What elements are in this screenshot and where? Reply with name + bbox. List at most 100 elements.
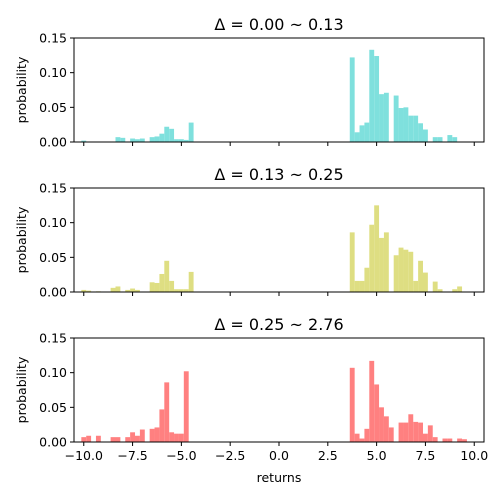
bar	[81, 289, 87, 292]
y-tick-label: 0.00	[39, 435, 67, 450]
bar	[432, 137, 438, 142]
x-tick-label: −5.0	[166, 448, 196, 463]
bar	[135, 435, 140, 442]
bar	[139, 138, 145, 142]
bar	[393, 255, 399, 292]
bar	[135, 139, 140, 142]
bar	[374, 205, 380, 292]
bar	[110, 287, 116, 292]
bar	[154, 282, 160, 292]
panel-title: Δ = 0.13 ~ 0.25	[214, 165, 343, 184]
bar	[369, 49, 375, 142]
bar	[398, 422, 404, 442]
panel-2: Δ = 0.13 ~ 0.25 0.00 0.05 0.10 0.15 probabili…	[14, 165, 485, 300]
bar	[354, 132, 360, 142]
bar	[149, 137, 155, 142]
bar	[159, 133, 165, 142]
bar	[359, 438, 365, 442]
bar	[413, 421, 419, 442]
panel-title: Δ = 0.00 ~ 0.13	[214, 15, 343, 34]
bar	[81, 140, 87, 142]
x-tick-label: 0.0	[269, 448, 289, 463]
panel-3: Δ = 0.25 ~ 2.76 0.00 0.05 0.10 0.15 probabili…	[14, 315, 488, 485]
bar	[188, 271, 194, 292]
bar	[149, 282, 155, 292]
bar	[139, 429, 145, 442]
bar	[418, 260, 423, 292]
bar	[442, 438, 448, 442]
bar	[452, 137, 458, 142]
x-tick-label: −10.0	[65, 448, 103, 463]
bar	[403, 422, 409, 442]
bar	[86, 435, 92, 442]
bar	[374, 56, 380, 142]
y-tick-label: 0.10	[39, 365, 67, 380]
bar	[379, 94, 384, 142]
bar	[349, 232, 355, 292]
bar	[422, 129, 428, 142]
bar	[403, 107, 409, 142]
bar	[422, 272, 428, 292]
x-tick-label: −2.5	[215, 448, 245, 463]
bar	[413, 280, 419, 292]
bar	[408, 115, 414, 142]
bar	[364, 428, 370, 442]
bar	[359, 125, 365, 142]
bar	[164, 126, 170, 142]
bar	[135, 289, 140, 292]
x-tick-label: 2.5	[318, 448, 338, 463]
bar	[188, 122, 194, 142]
bar	[374, 384, 380, 442]
y-tick-label: 0.10	[39, 215, 67, 230]
bar	[364, 267, 370, 292]
bar	[354, 433, 360, 442]
bar	[95, 435, 101, 442]
bar	[183, 371, 189, 442]
bar	[169, 280, 175, 292]
bar	[457, 286, 463, 292]
bar	[413, 115, 419, 142]
y-tick-label: 0.05	[39, 400, 67, 415]
bar	[154, 427, 160, 442]
x-tick-label: 7.5	[415, 448, 435, 463]
panel-1: Δ = 0.00 ~ 0.13 0.00 0.05 0.10 0.15 probabili…	[14, 15, 485, 150]
bar	[178, 433, 184, 442]
bar	[349, 367, 355, 442]
bar	[349, 57, 355, 143]
bar	[408, 251, 414, 292]
bar	[183, 289, 189, 292]
bar	[120, 137, 126, 142]
bar	[159, 409, 165, 442]
bar	[418, 422, 423, 442]
bar	[183, 139, 189, 142]
bar	[115, 286, 121, 292]
bar	[115, 137, 121, 142]
bar	[169, 432, 175, 442]
bar	[359, 280, 365, 292]
y-tick-label: 0.05	[39, 100, 67, 115]
bar	[178, 139, 184, 142]
bar	[130, 432, 136, 442]
bar	[174, 139, 179, 142]
bar	[174, 433, 179, 442]
bar	[379, 237, 384, 292]
bar	[149, 428, 155, 442]
bar	[437, 137, 443, 142]
bar	[178, 289, 184, 292]
panel-title: Δ = 0.25 ~ 2.76	[214, 315, 343, 334]
x-tick-label: 10.0	[460, 448, 488, 463]
y-tick-label: 0.05	[39, 250, 67, 265]
bar	[398, 247, 404, 292]
y-tick-label: 0.10	[39, 65, 67, 80]
bar	[130, 138, 136, 142]
bar	[369, 224, 375, 292]
bar	[354, 280, 360, 292]
bar	[164, 382, 170, 442]
bar	[447, 438, 453, 442]
bar	[125, 437, 131, 442]
bar	[369, 360, 375, 442]
bar	[383, 232, 389, 292]
bar	[130, 288, 136, 292]
bar	[393, 95, 399, 142]
